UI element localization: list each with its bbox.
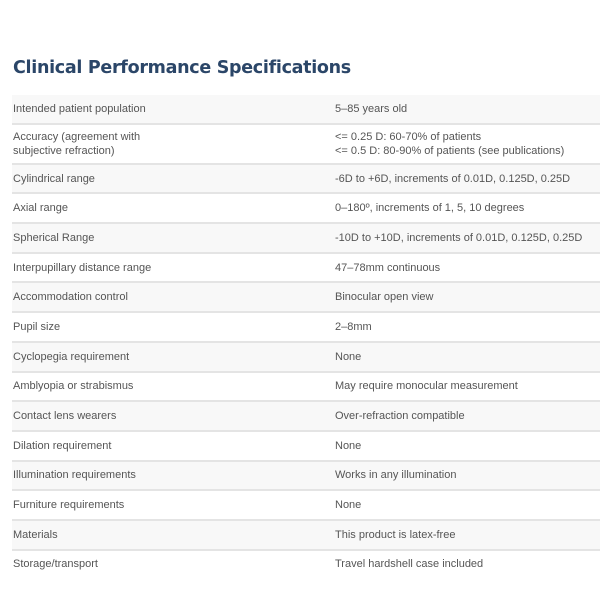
spec-value-line: Over-refraction compatible — [335, 410, 465, 423]
spec-label: Interpupillary distance range — [12, 252, 334, 284]
spec-value-line: Travel hardshell case included — [335, 558, 484, 571]
spec-label-line: Intended patient population — [13, 102, 146, 115]
spec-value: <= 0.25 D: 60-70% of patients <= 0.5 D: 8… — [334, 123, 600, 165]
spec-label: Materials — [12, 519, 334, 551]
spec-value-line: 2–8mm — [335, 320, 372, 333]
table-row: Illumination requirements Works in any il… — [12, 460, 600, 492]
spec-label-line: Axial range — [13, 202, 69, 215]
spec-label-line: Storage/transport — [13, 558, 98, 571]
spec-value: Works in any illumination — [334, 460, 600, 492]
spec-label: Cylindrical range — [12, 163, 334, 195]
spec-label-line: Interpupillary distance range — [13, 261, 152, 274]
table-row: Amblyopia or strabismus May require monoc… — [12, 371, 600, 403]
spec-value-line: <= 0.5 D: 80-90% of patients (see public… — [335, 144, 565, 157]
spec-value-line: 0–180º, increments of 1, 5, 10 degrees — [335, 202, 525, 215]
spec-value-line: None — [335, 439, 362, 452]
spec-label-line: Pupil size — [13, 320, 61, 333]
table-row: Storage/transport Travel hardshell case i… — [12, 549, 600, 579]
spec-value: -6D to +6D, increments of 0.01D, 0.125D,… — [334, 163, 600, 195]
spec-value-line: -10D to +10D, increments of 0.01D, 0.125… — [335, 231, 583, 244]
spec-value-line: Works in any illumination — [335, 469, 457, 482]
spec-value: Binocular open view — [334, 282, 600, 314]
spec-value: 0–180º, increments of 1, 5, 10 degrees — [334, 193, 600, 225]
spec-label-line: Amblyopia or strabismus — [13, 380, 134, 393]
spec-value-line: May require monocular measurement — [335, 380, 518, 393]
spec-label-line: Materials — [13, 528, 58, 541]
spec-label: Axial range — [12, 193, 334, 225]
spec-label-line: Accommodation control — [13, 291, 128, 304]
spec-value: None — [334, 341, 600, 373]
table-row: Furniture requirements None — [12, 490, 600, 521]
spec-value-line: 5–85 years old — [335, 102, 408, 115]
table-row: Accuracy (agreement with subjective refra… — [12, 123, 600, 165]
spec-label: Accommodation control — [12, 282, 334, 314]
spec-label: Intended patient population — [12, 95, 334, 125]
spec-label-line: Dilation requirement — [13, 439, 112, 452]
spec-label-line: Cylindrical range — [13, 172, 95, 185]
spec-value-line: -6D to +6D, increments of 0.01D, 0.125D,… — [335, 172, 571, 185]
spec-value-line: None — [335, 499, 362, 512]
spec-label: Furniture requirements — [12, 490, 334, 521]
spec-label-line: Cyclopegia requirement — [13, 350, 130, 363]
spec-label: Amblyopia or strabismus — [12, 371, 334, 403]
spec-value-line: None — [335, 350, 362, 363]
specifications-table: Intended patient population 5–85 years ol… — [12, 95, 600, 579]
spec-value: None — [334, 430, 600, 462]
spec-label-line: Furniture requirements — [13, 499, 125, 512]
table-row: Materials This product is latex-free — [12, 519, 600, 551]
spec-label-line: Illumination requirements — [13, 469, 136, 482]
table-row: Cyclopegia requirement None — [12, 341, 600, 373]
spec-value: -10D to +10D, increments of 0.01D, 0.125… — [334, 223, 600, 254]
spec-label-line: Contact lens wearers — [13, 410, 117, 423]
spec-label: Pupil size — [12, 312, 334, 343]
spec-value: 2–8mm — [334, 312, 600, 343]
table-row: Accommodation control Binocular open view — [12, 282, 600, 314]
spec-label: Dilation requirement — [12, 430, 334, 462]
table-row: Intended patient population 5–85 years ol… — [12, 95, 600, 125]
spec-value-line: 47–78mm continuous — [335, 261, 441, 274]
spec-label: Storage/transport — [12, 549, 334, 579]
table-row: Interpupillary distance range 47–78mm con… — [12, 252, 600, 284]
spec-label-line: subjective refraction) — [13, 144, 115, 157]
spec-value: None — [334, 490, 600, 521]
spec-label: Illumination requirements — [12, 460, 334, 492]
page-title: Clinical Performance Specifications — [13, 58, 351, 78]
spec-value-line: <= 0.25 D: 60-70% of patients — [335, 130, 482, 143]
spec-label: Accuracy (agreement with subjective refra… — [12, 123, 334, 165]
spec-label: Cyclopegia requirement — [12, 341, 334, 373]
spec-value: 47–78mm continuous — [334, 252, 600, 284]
spec-value: May require monocular measurement — [334, 371, 600, 403]
spec-label: Contact lens wearers — [12, 401, 334, 432]
spec-value: This product is latex-free — [334, 519, 600, 551]
table-row: Spherical Range -10D to +10D, increments … — [12, 223, 600, 254]
spec-label: Spherical Range — [12, 223, 334, 254]
spec-label-line: Accuracy (agreement with — [13, 130, 141, 143]
spec-label-line: Spherical Range — [13, 231, 95, 244]
spec-value-line: Binocular open view — [335, 291, 434, 304]
spec-value: Travel hardshell case included — [334, 549, 600, 579]
table-row: Axial range 0–180º, increments of 1, 5, 1… — [12, 193, 600, 225]
spec-value: Over-refraction compatible — [334, 401, 600, 432]
table-row: Pupil size 2–8mm — [12, 312, 600, 343]
table-row: Contact lens wearers Over-refraction comp… — [12, 401, 600, 432]
spec-value-line: This product is latex-free — [335, 528, 456, 541]
table-row: Dilation requirement None — [12, 430, 600, 462]
spec-value: 5–85 years old — [334, 95, 600, 125]
table-row: Cylindrical range -6D to +6D, increments … — [12, 163, 600, 195]
